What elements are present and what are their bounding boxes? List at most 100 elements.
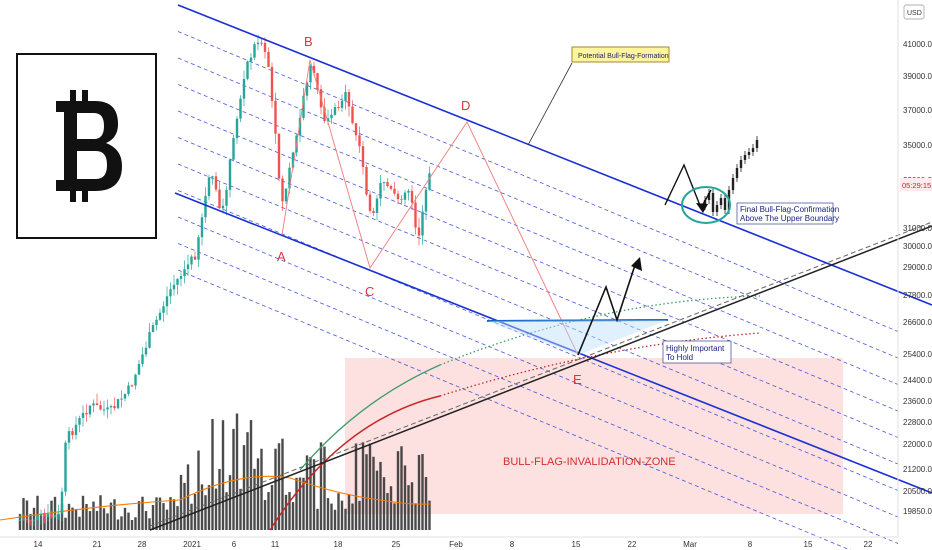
candle-body bbox=[368, 194, 372, 211]
volume-bar bbox=[151, 504, 155, 530]
candle-body bbox=[186, 264, 190, 270]
candle-body bbox=[386, 182, 389, 187]
candle-body bbox=[256, 42, 260, 45]
channel-parallel-line bbox=[177, 269, 852, 550]
candle-body bbox=[417, 227, 421, 236]
candle-body bbox=[424, 189, 428, 212]
volume-bar bbox=[407, 485, 410, 530]
volume-bar bbox=[365, 454, 368, 530]
candle-body bbox=[53, 515, 57, 518]
volume-bar bbox=[78, 516, 81, 530]
volume-bar bbox=[249, 420, 253, 530]
candle-body bbox=[113, 406, 116, 409]
candle-body bbox=[326, 118, 330, 122]
volume-bar bbox=[141, 496, 144, 530]
volume-bar bbox=[148, 518, 151, 530]
upper-channel-boundary[interactable] bbox=[177, 4, 932, 306]
candle-body bbox=[155, 319, 158, 326]
candle-body bbox=[393, 188, 396, 194]
volume-bar bbox=[172, 499, 176, 530]
time-tick-label: Mar bbox=[683, 540, 697, 549]
candle-body bbox=[218, 189, 221, 209]
candle-body bbox=[204, 196, 207, 218]
price-tick-label: 29000.0 bbox=[903, 263, 932, 272]
price-tick-label: 31000.0 bbox=[903, 224, 932, 233]
candle-body bbox=[711, 193, 715, 212]
channel-parallel-line bbox=[177, 216, 899, 518]
ma-green bbox=[299, 364, 441, 471]
candle-body bbox=[267, 51, 270, 67]
volume-bar bbox=[382, 477, 386, 530]
volume-bar bbox=[239, 488, 242, 530]
volume-bar bbox=[326, 498, 330, 530]
candle-body bbox=[396, 193, 400, 200]
candle-body bbox=[333, 106, 337, 115]
volume-bar bbox=[127, 512, 130, 530]
candle-body bbox=[344, 91, 347, 101]
time-tick-label: 6 bbox=[232, 540, 237, 549]
projection-arrowhead bbox=[631, 257, 642, 271]
candle-body bbox=[358, 135, 361, 147]
time-axis[interactable]: 14 21 28 2021 6 11 18 25 Feb 8 15 22 Mar 8 15 22 bbox=[34, 540, 873, 549]
channel-parallel-line bbox=[177, 31, 899, 332]
volume-bar bbox=[263, 499, 267, 530]
candle-body bbox=[200, 217, 204, 238]
candle-body bbox=[235, 118, 239, 139]
candle-body bbox=[361, 146, 365, 168]
candle-body bbox=[50, 513, 53, 518]
candle-body bbox=[57, 513, 60, 516]
volume-bar bbox=[162, 503, 165, 530]
candle-body bbox=[407, 190, 410, 193]
volume-bar bbox=[256, 458, 260, 530]
volume-bar bbox=[95, 511, 99, 530]
volume-bar bbox=[225, 492, 228, 530]
candle-body bbox=[723, 198, 727, 210]
volume-bar bbox=[424, 477, 428, 530]
currency-badge[interactable] bbox=[903, 4, 925, 20]
price-tick-label: 41000.0 bbox=[903, 40, 932, 49]
hold-note-line2: To Hold bbox=[666, 353, 693, 362]
price-tick-label: 30000.0 bbox=[903, 242, 932, 251]
candle-body bbox=[263, 42, 267, 52]
volume-bar bbox=[417, 454, 421, 530]
candle-body bbox=[340, 100, 344, 108]
channel-parallel-line bbox=[177, 243, 899, 544]
volume-bar bbox=[130, 519, 134, 530]
callout-pointer bbox=[527, 62, 573, 146]
candle-body bbox=[193, 256, 197, 260]
volume-bar bbox=[57, 514, 60, 530]
volume-bar bbox=[221, 420, 225, 530]
confirmation-circle bbox=[681, 186, 731, 224]
volume-bar bbox=[186, 464, 190, 530]
candle-body bbox=[169, 289, 172, 297]
candle-body bbox=[99, 405, 102, 410]
support-trendline[interactable] bbox=[149, 225, 932, 531]
candle-body bbox=[78, 417, 81, 425]
candle-body bbox=[32, 520, 36, 522]
projection-path bbox=[577, 261, 637, 356]
lower-channel-boundary[interactable] bbox=[174, 192, 932, 494]
volume-bar bbox=[284, 494, 288, 530]
time-tick-label: 18 bbox=[334, 540, 343, 549]
candle-body bbox=[354, 123, 358, 136]
channel-parallel-line bbox=[177, 163, 899, 465]
candle-body bbox=[312, 65, 316, 74]
candle-body bbox=[731, 178, 735, 190]
candle-body bbox=[25, 519, 29, 521]
candle-body bbox=[137, 363, 141, 375]
channel-parallel-line bbox=[177, 110, 899, 412]
mini-arrowhead bbox=[696, 203, 708, 213]
price-tick-label: 26600.0 bbox=[903, 318, 932, 327]
candle-body bbox=[102, 409, 106, 411]
time-tick-label: 11 bbox=[271, 540, 280, 549]
volume-bar bbox=[242, 445, 246, 530]
candle-body bbox=[707, 193, 711, 200]
candle-body bbox=[22, 519, 25, 521]
price-axis[interactable]: 41000.039000.037000.035000.033000.031000… bbox=[903, 40, 932, 516]
volume-bar bbox=[330, 503, 333, 530]
volume-bar bbox=[347, 494, 351, 530]
candle-body bbox=[739, 160, 743, 168]
callout-text: Potential Bull-Flag-Formation bbox=[578, 53, 669, 60]
candle-body bbox=[347, 91, 351, 107]
